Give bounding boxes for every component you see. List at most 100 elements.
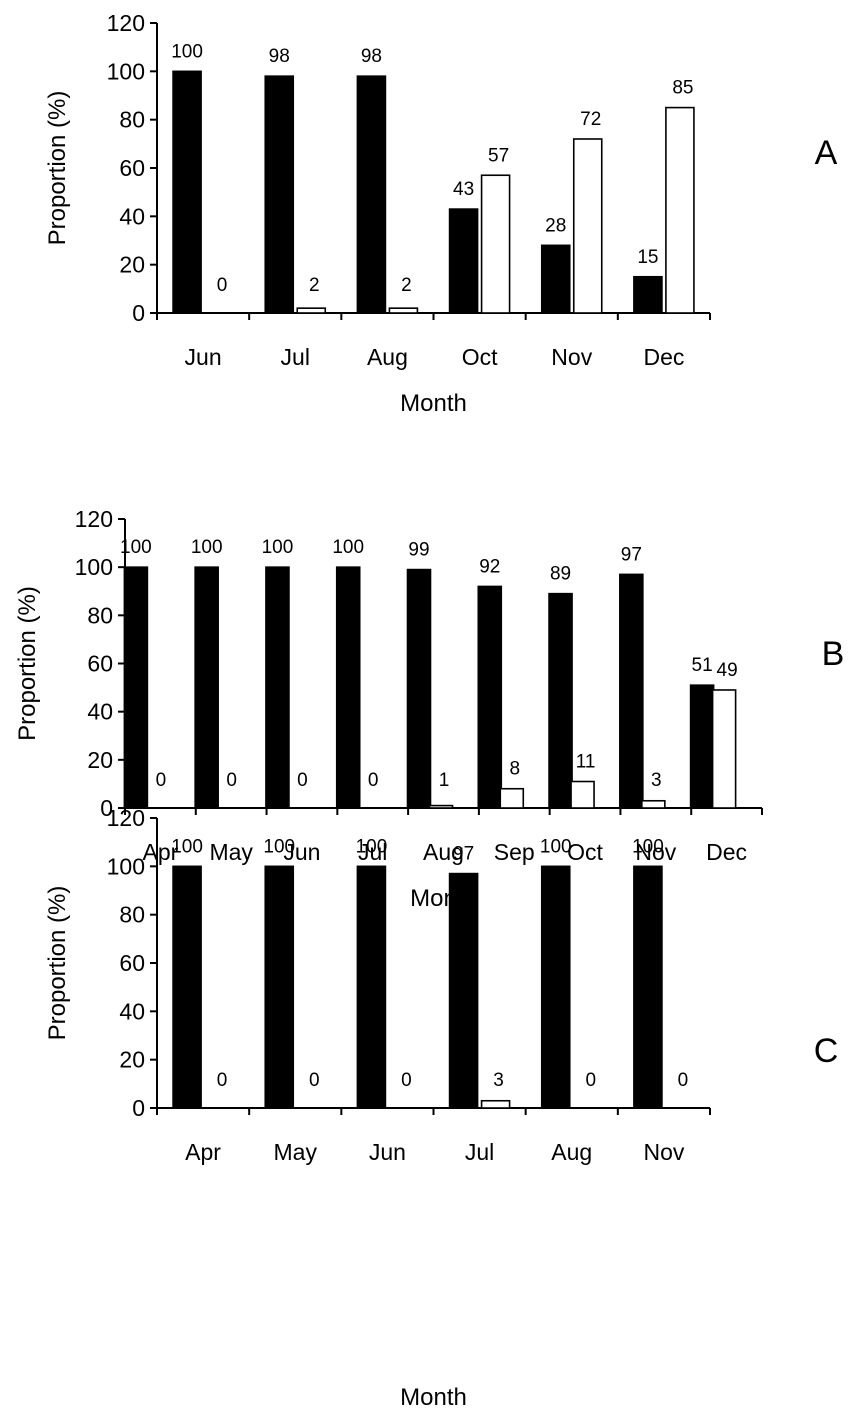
bar-black xyxy=(264,865,295,1109)
bar-white xyxy=(572,138,603,314)
data-label: 92 xyxy=(479,556,500,577)
bar-black xyxy=(477,585,503,809)
x-tick-label: Jun xyxy=(185,344,222,370)
bar-black xyxy=(335,566,361,809)
x-tick-label: Apr xyxy=(185,1139,221,1165)
x-tick-label: Dec xyxy=(643,344,684,370)
y-tick-label: 40 xyxy=(119,203,145,229)
bar-black xyxy=(540,865,571,1109)
data-label: 100 xyxy=(120,537,152,558)
panel-c: 020406080100120Apr1000May1000Jun1000Jul9… xyxy=(44,805,838,1411)
data-label: 51 xyxy=(692,655,713,676)
y-tick-label: 80 xyxy=(87,602,113,628)
y-tick-label: 20 xyxy=(119,252,145,278)
bar-white xyxy=(499,787,525,809)
x-tick-label: Jun xyxy=(283,839,320,865)
bar-black xyxy=(633,865,663,1109)
y-tick-label: 80 xyxy=(119,902,145,928)
data-label: 49 xyxy=(717,660,738,681)
bar-white xyxy=(480,174,511,314)
data-label: 100 xyxy=(356,836,388,857)
bar-black xyxy=(406,568,432,809)
data-label: 2 xyxy=(401,275,412,296)
data-label: 100 xyxy=(171,41,203,62)
data-label: 0 xyxy=(226,770,237,791)
data-label: 0 xyxy=(297,770,308,791)
x-tick-label: Aug xyxy=(367,344,408,370)
data-label: 11 xyxy=(576,752,596,773)
y-axis-title: Proportion (%) xyxy=(14,586,41,741)
panel-a: 0 20 40 60 80 100 120 Jun 100 0 Jul 98 2 Aug 98 2 Oct 43 5… xyxy=(44,10,838,417)
data-label: 15 xyxy=(637,247,658,268)
y-tick-label: 60 xyxy=(119,155,145,181)
bar-white xyxy=(641,799,666,809)
data-label: 97 xyxy=(453,844,474,865)
bar-black xyxy=(448,208,479,314)
y-tick-label: 120 xyxy=(75,506,113,532)
y-tick-label: 100 xyxy=(75,554,113,580)
x-tick-label: Oct xyxy=(462,344,498,370)
data-label: 0 xyxy=(309,1070,320,1091)
data-label: 0 xyxy=(585,1070,596,1091)
y-tick-label: 40 xyxy=(119,998,145,1024)
data-label: 98 xyxy=(269,46,290,67)
x-tick-label: Dec xyxy=(706,839,747,865)
bar-black xyxy=(448,872,479,1109)
x-tick-label: Sep xyxy=(494,839,535,865)
data-label: 89 xyxy=(550,564,571,585)
x-tick-label: Nov xyxy=(635,839,676,865)
y-tick-label: 0 xyxy=(100,795,113,821)
bar-black xyxy=(356,75,387,314)
data-label: 28 xyxy=(545,215,566,236)
y-tick-label: 100 xyxy=(107,853,145,879)
bar-black xyxy=(264,75,295,314)
y-tick-label: 100 xyxy=(107,58,145,84)
bar-white xyxy=(388,307,419,314)
data-label: 0 xyxy=(368,770,379,791)
bar-white xyxy=(296,307,327,314)
data-label: 8 xyxy=(509,759,520,780)
data-label: 0 xyxy=(678,1070,689,1091)
data-label: 100 xyxy=(262,537,294,558)
y-tick-label: 60 xyxy=(87,651,113,677)
panel-letter: B xyxy=(822,635,845,673)
bar-black xyxy=(194,566,219,809)
data-label: 100 xyxy=(191,537,223,558)
x-tick-label: Jul xyxy=(281,344,310,370)
data-label: 99 xyxy=(408,540,429,561)
bar-white xyxy=(480,1099,511,1109)
bar-black xyxy=(356,865,387,1109)
bar-black xyxy=(172,70,202,314)
bar-white xyxy=(665,106,695,314)
data-label: 43 xyxy=(453,179,474,200)
y-tick-label: 120 xyxy=(107,805,145,831)
data-label: 0 xyxy=(217,1070,228,1091)
data-label: 3 xyxy=(651,770,662,791)
y-tick-label: 80 xyxy=(119,107,145,133)
x-tick-label: Jul xyxy=(465,1139,494,1165)
x-tick-label: May xyxy=(274,1139,318,1165)
x-tick-label: May xyxy=(209,839,253,865)
y-tick-label: 0 xyxy=(132,300,145,326)
data-label: 0 xyxy=(156,770,167,791)
y-tick-label: 60 xyxy=(119,950,145,976)
x-axis-title: Month xyxy=(400,1384,467,1411)
x-tick-label: Jul xyxy=(358,839,387,865)
data-label: 100 xyxy=(632,836,664,857)
data-label: 100 xyxy=(263,836,295,857)
bar-black xyxy=(619,573,644,809)
x-tick-label: Oct xyxy=(567,839,603,865)
data-label: 3 xyxy=(493,1070,504,1091)
panel-b: 020406080100120Apr1000May1000Jun1000Jul1… xyxy=(14,506,844,912)
y-tick-label: 120 xyxy=(107,10,145,36)
data-label: 2 xyxy=(309,275,320,296)
bar-black xyxy=(548,592,573,809)
panel-letter: C xyxy=(814,1032,839,1070)
bar-white xyxy=(711,689,737,809)
x-tick-label: Jun xyxy=(369,1139,406,1165)
bar-black xyxy=(123,566,149,809)
x-tick-label: Aug xyxy=(551,1139,592,1165)
bar-black xyxy=(633,275,663,314)
data-label: 85 xyxy=(672,78,693,99)
